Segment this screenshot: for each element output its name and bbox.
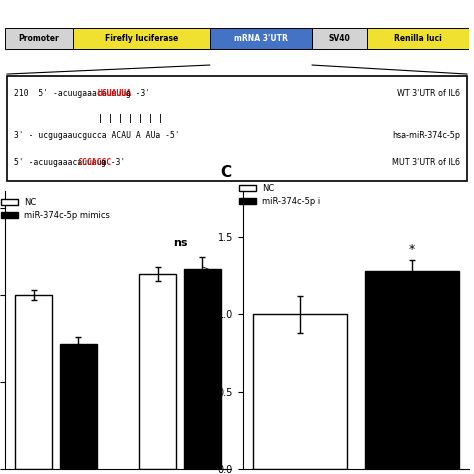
Text: 210  5' -acuugaaacauuuua: 210 5' -acuugaaacauuuua	[14, 89, 136, 98]
Text: | | | | | | |: | | | | | | |	[98, 115, 163, 124]
Text: 3' - ucgugaaucgucca ACAU A AUa -5': 3' - ucgugaaucgucca ACAU A AUa -5'	[14, 131, 180, 140]
Text: MUT 3'UTR of IL6: MUT 3'UTR of IL6	[392, 158, 460, 167]
Legend: NC, miR-374c-5p i: NC, miR-374c-5p i	[236, 181, 324, 210]
Text: UGUAUUA: UGUAUUA	[98, 89, 132, 98]
Bar	[253, 314, 346, 469]
Bar	[365, 271, 459, 469]
FancyBboxPatch shape	[312, 28, 367, 48]
FancyBboxPatch shape	[210, 28, 312, 48]
FancyBboxPatch shape	[7, 76, 467, 181]
Text: Renilla luci: Renilla luci	[394, 34, 442, 43]
Text: hsa-miR-374c-5p: hsa-miR-374c-5p	[392, 131, 460, 140]
Text: Firefly luciferase: Firefly luciferase	[105, 34, 178, 43]
Legend: NC, miR-374c-5p mimics: NC, miR-374c-5p mimics	[0, 195, 113, 224]
Text: CCCACCC: CCCACCC	[78, 158, 112, 167]
Y-axis label: Relative luciferase activity: Relative luciferase activity	[202, 265, 212, 395]
Text: ns: ns	[173, 238, 187, 248]
Bar	[139, 274, 176, 469]
Text: mRNA 3'UTR: mRNA 3'UTR	[234, 34, 288, 43]
Text: *: *	[409, 243, 415, 255]
Bar	[15, 295, 52, 469]
Text: g -3': g -3'	[121, 89, 150, 98]
Text: Promoter: Promoter	[18, 34, 59, 43]
Text: 5' -acuugaaacauuuua: 5' -acuugaaacauuuua	[14, 158, 107, 167]
FancyBboxPatch shape	[5, 28, 73, 48]
Text: ***: ***	[70, 346, 87, 356]
Text: SV40: SV40	[328, 34, 350, 43]
Bar	[60, 344, 97, 469]
Text: WT 3'UTR of IL6: WT 3'UTR of IL6	[397, 89, 460, 98]
Text: g -3': g -3'	[101, 158, 125, 167]
Bar	[184, 269, 221, 469]
Text: C: C	[220, 164, 231, 180]
FancyBboxPatch shape	[367, 28, 469, 48]
FancyBboxPatch shape	[73, 28, 210, 48]
